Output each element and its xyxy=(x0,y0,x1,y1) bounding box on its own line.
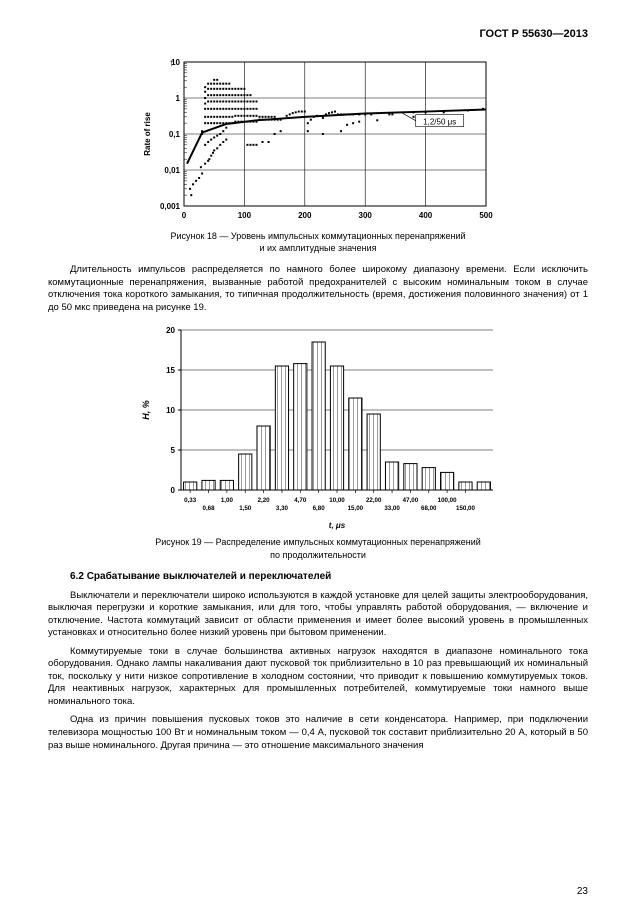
svg-text:0: 0 xyxy=(182,211,187,220)
svg-text:↑: ↑ xyxy=(169,58,174,69)
svg-text:1,50: 1,50 xyxy=(239,505,252,512)
section-6-2-title: 6.2 Срабатывание выключателей и переключ… xyxy=(70,571,588,582)
svg-text:1,2/50 μs: 1,2/50 μs xyxy=(423,118,456,127)
svg-text:1: 1 xyxy=(176,94,181,103)
svg-text:0,68: 0,68 xyxy=(203,505,216,512)
svg-text:100: 100 xyxy=(238,211,252,220)
svg-text:0,1: 0,1 xyxy=(169,130,181,139)
svg-text:300: 300 xyxy=(359,211,373,220)
paragraph-3: Коммутируемые токи в случае большинства … xyxy=(48,646,588,709)
svg-text:400: 400 xyxy=(419,211,433,220)
svg-text:3,30: 3,30 xyxy=(276,505,289,512)
figure-18-caption: Рисунок 18 — Уровень импульсных коммутац… xyxy=(48,230,588,254)
svg-text:15: 15 xyxy=(166,366,175,375)
svg-text:10,00: 10,00 xyxy=(329,497,345,504)
svg-text:200: 200 xyxy=(298,211,312,220)
svg-text:0,01: 0,01 xyxy=(164,166,180,175)
svg-text:33,00: 33,00 xyxy=(384,505,400,512)
svg-text:20: 20 xyxy=(166,326,175,335)
svg-text:150,00: 150,00 xyxy=(456,505,475,512)
svg-text:22,00: 22,00 xyxy=(366,497,382,504)
svg-text:4,70: 4,70 xyxy=(294,497,307,504)
figure-18-caption-l2: и их амплитудные значения xyxy=(260,243,377,253)
svg-text:15,00: 15,00 xyxy=(348,505,364,512)
section-title-text: Срабатывание выключателей и переключател… xyxy=(87,571,332,582)
paragraph-2: Выключатели и переключатели широко испол… xyxy=(48,590,588,640)
svg-text:t, μs: t, μs xyxy=(329,521,346,530)
svg-text:100,00: 100,00 xyxy=(438,497,457,504)
figure-19-caption-l2: по продолжительности xyxy=(270,550,366,560)
figure-19-caption-l1: Рисунок 19 — Распределение импульсных ко… xyxy=(155,537,481,547)
svg-text:0,001: 0,001 xyxy=(160,202,181,211)
figure-19-caption: Рисунок 19 — Распределение импульсных ко… xyxy=(48,536,588,560)
svg-text:47,00: 47,00 xyxy=(403,497,419,504)
figure-18-caption-l1: Рисунок 18 — Уровень импульсных коммутац… xyxy=(170,231,465,241)
paragraph-4: Одна из причин повышения пусковых токов … xyxy=(48,714,588,752)
svg-text:0,33: 0,33 xyxy=(184,497,197,504)
svg-text:Rate of rise: Rate of rise xyxy=(143,112,152,156)
paragraph-1: Длительность импульсов распределяется по… xyxy=(48,264,588,314)
svg-text:6,80: 6,80 xyxy=(313,505,326,512)
figure-19: 0 5 10 15 20 H, % 0,33 0,68 1,00 1,50 2,20 3,30 4,70… xyxy=(48,320,588,560)
svg-text:0: 0 xyxy=(171,486,176,495)
svg-text:1,00: 1,00 xyxy=(221,497,234,504)
doc-header: ГОСТ Р 55630—2013 xyxy=(48,28,588,40)
svg-text:2,20: 2,20 xyxy=(258,497,271,504)
section-number: 6.2 xyxy=(70,571,84,582)
svg-text:500: 500 xyxy=(479,211,493,220)
svg-text:H, %: H, % xyxy=(141,401,151,421)
figure-18: 0,0010,010,11100100200300400500Rate of r… xyxy=(48,54,588,254)
page-number: 23 xyxy=(577,886,588,897)
svg-text:5: 5 xyxy=(171,446,176,455)
svg-text:68,00: 68,00 xyxy=(421,505,437,512)
svg-text:10: 10 xyxy=(166,406,175,415)
